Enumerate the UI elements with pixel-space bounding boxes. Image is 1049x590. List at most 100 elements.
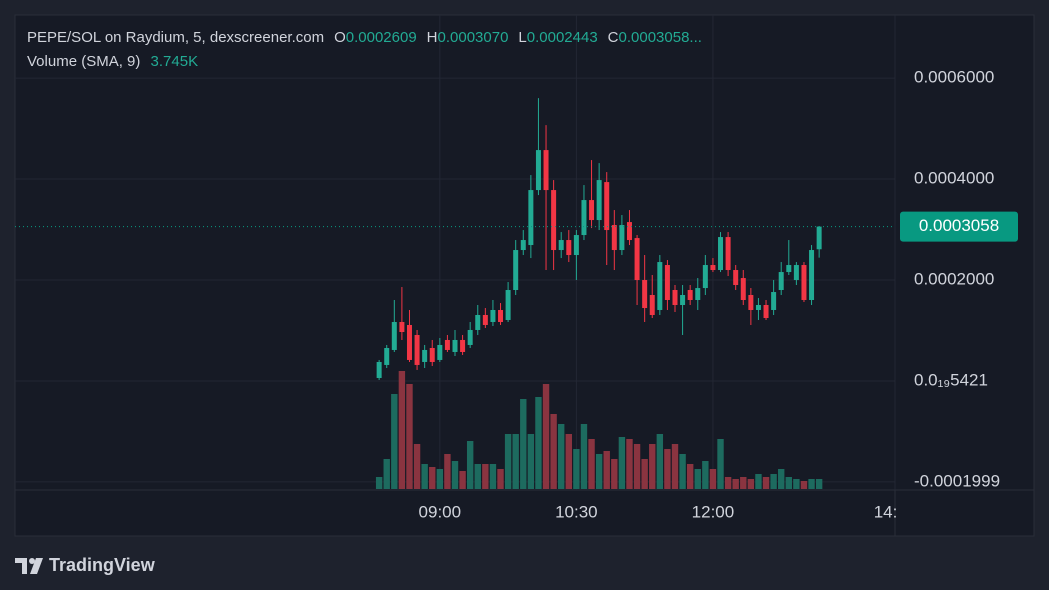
- volume-bar: [588, 439, 595, 489]
- volume-bar: [383, 459, 390, 489]
- candle-body: [740, 278, 746, 300]
- candle-body: [634, 238, 640, 281]
- ohlc-label: L: [518, 29, 527, 46]
- volume-bar: [520, 399, 527, 489]
- candle-body: [763, 304, 769, 319]
- volume-label: Volume (SMA, 9): [27, 53, 141, 70]
- volume-bar: [633, 444, 641, 489]
- volume-bar: [755, 474, 762, 489]
- axes: 0.0006000 0.0004000 0.0002000 0.0₁₉5421 -0.0…: [900, 68, 1018, 490]
- candle-body: [793, 265, 799, 281]
- volume-bar: [603, 451, 610, 489]
- ohlc-value: 0.0003070: [437, 29, 509, 46]
- candle-body: [528, 190, 534, 246]
- candle-body: [535, 150, 541, 191]
- candle-body: [733, 270, 739, 286]
- volume-bar: [512, 434, 519, 489]
- time-axis: 09:00 10:30 12:00 14:00: [419, 502, 897, 521]
- volume-bar: [421, 464, 428, 489]
- ohlc-value: 0.0002443: [526, 29, 598, 46]
- volume-bar: [573, 449, 580, 489]
- volume-bar: [535, 397, 542, 489]
- candle-body: [748, 295, 754, 310]
- header-ohlc: PEPE/SOL on Raydium, 5, dexscreener.com O…: [27, 29, 702, 46]
- volume-sma-value: 3.745K: [150, 53, 199, 70]
- candle-body: [437, 344, 443, 360]
- volume-bar: [785, 477, 792, 489]
- logo-icon: [15, 558, 27, 574]
- volume-bar: [800, 481, 808, 489]
- volume-bar: [398, 371, 406, 489]
- volume-bar: [717, 439, 724, 489]
- candle-body: [649, 295, 655, 315]
- candle-body: [429, 348, 435, 362]
- logo-icon: [30, 558, 43, 574]
- volume-bar: [451, 461, 459, 489]
- candle-body: [809, 250, 815, 300]
- candle-body: [695, 288, 701, 300]
- candle-body: [573, 235, 579, 256]
- y-tick-label: -0.0001999: [914, 471, 1000, 490]
- volume-bar: [740, 477, 747, 489]
- candle-body: [475, 314, 481, 330]
- candle-body: [642, 280, 648, 309]
- volume-bar: [778, 469, 785, 489]
- volume-bar: [626, 439, 633, 489]
- volume-bar: [527, 434, 535, 489]
- volume-bar: [489, 464, 497, 489]
- candle-body: [619, 225, 625, 251]
- volume-bar: [542, 384, 550, 489]
- candle-body: [551, 190, 557, 251]
- candle-body: [672, 290, 678, 305]
- last-price-label: 0.0003058: [919, 216, 999, 235]
- volume-bar: [664, 449, 671, 489]
- candle-body: [710, 265, 716, 271]
- volume-bar: [656, 434, 664, 489]
- volume-bar: [641, 459, 648, 489]
- candle-body: [467, 329, 473, 345]
- candle-body: [505, 290, 511, 320]
- candle-body: [771, 292, 777, 310]
- candle-body: [718, 237, 724, 271]
- candle-body: [406, 324, 412, 360]
- candle-body: [482, 314, 488, 325]
- volume-bar: [580, 424, 588, 489]
- candle-body: [384, 348, 390, 365]
- volume-bar: [436, 469, 444, 489]
- volume-bar: [709, 469, 717, 489]
- candle-body: [755, 304, 761, 310]
- candle-body: [520, 240, 526, 251]
- volume-bar: [686, 464, 694, 489]
- volume-bar: [679, 454, 686, 489]
- x-tick-label: 12:00: [692, 502, 735, 521]
- candle-body: [604, 182, 610, 231]
- candle-body: [414, 334, 420, 365]
- candle-body: [566, 240, 572, 256]
- candle-body: [801, 265, 807, 300]
- candle-body: [664, 265, 670, 300]
- logo: TradingView: [15, 555, 156, 575]
- candle-body: [399, 322, 405, 333]
- y-tick-label: 0.0004000: [914, 169, 994, 188]
- volume-bar: [474, 464, 481, 489]
- volume-bar: [482, 464, 489, 489]
- volume-bar: [747, 479, 755, 489]
- ohlc-value: 0.0003058...: [618, 29, 702, 46]
- volume-bar: [459, 471, 466, 489]
- volume-bar: [429, 467, 436, 489]
- candle-body: [452, 339, 458, 352]
- ohlc-label: H: [426, 29, 438, 46]
- volume-bar: [702, 461, 709, 489]
- volume-bar: [694, 469, 701, 489]
- volume-bar: [595, 454, 603, 489]
- candle-body: [596, 180, 602, 221]
- volume-bar: [444, 454, 451, 489]
- header-volume: Volume (SMA, 9) 3.745K: [27, 53, 198, 70]
- candle-body: [498, 309, 504, 323]
- volume-bar: [671, 444, 679, 489]
- plot-area: [15, 98, 895, 489]
- x-tick-label: 09:00: [419, 502, 462, 521]
- y-tick-label: 0.0006000: [914, 68, 994, 87]
- volume-bar: [724, 477, 732, 489]
- candle-body: [460, 339, 466, 352]
